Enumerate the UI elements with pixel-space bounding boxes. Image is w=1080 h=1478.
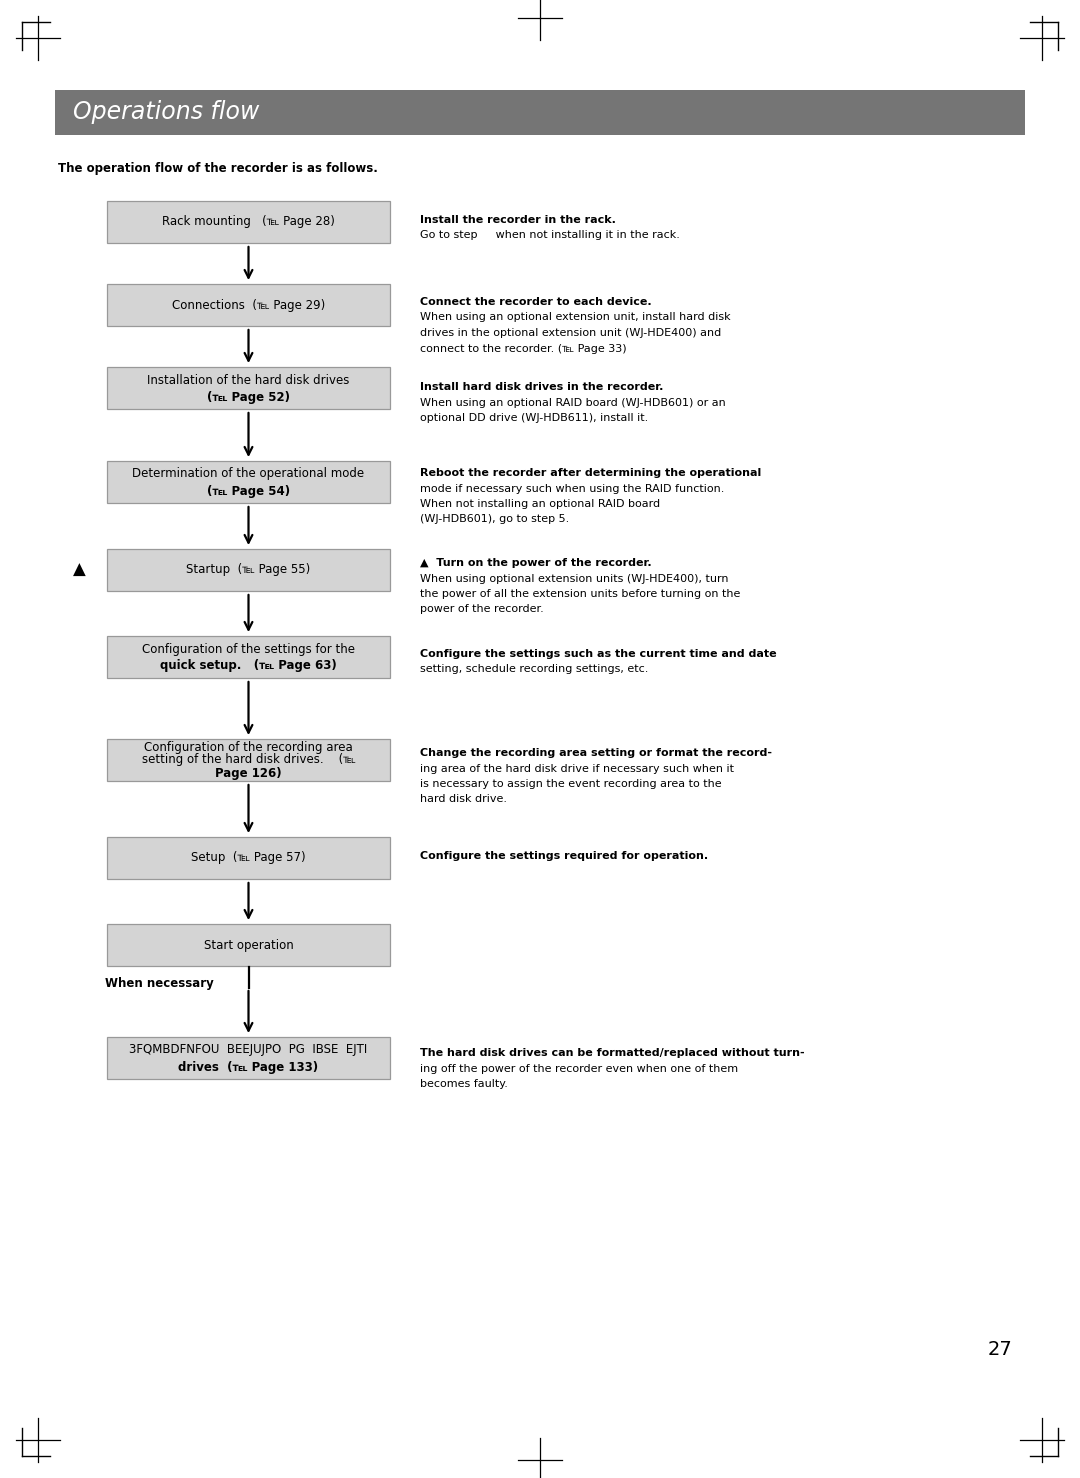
Bar xyxy=(107,924,390,967)
Bar xyxy=(107,739,390,780)
Text: quick setup.   (℡ Page 63): quick setup. (℡ Page 63) xyxy=(160,659,337,672)
Text: Change the recording area setting or format the record-: Change the recording area setting or for… xyxy=(420,748,772,758)
Text: Install the recorder in the rack.: Install the recorder in the rack. xyxy=(420,214,616,225)
Bar xyxy=(107,367,390,409)
Text: the power of all the extension units before turning on the: the power of all the extension units bef… xyxy=(420,590,741,599)
Text: The hard disk drives can be formatted/replaced without turn-: The hard disk drives can be formatted/re… xyxy=(420,1048,805,1058)
Text: drives  (℡ Page 133): drives (℡ Page 133) xyxy=(178,1061,319,1073)
Text: Start operation: Start operation xyxy=(204,939,294,952)
Bar xyxy=(107,548,390,591)
Text: (℡ Page 52): (℡ Page 52) xyxy=(207,390,291,403)
Bar xyxy=(107,636,390,678)
Text: setting of the hard disk drives.    (℡: setting of the hard disk drives. (℡ xyxy=(141,754,355,767)
Text: (WJ-HDB601), go to step 5.: (WJ-HDB601), go to step 5. xyxy=(420,514,569,525)
Text: Configuration of the recording area: Configuration of the recording area xyxy=(144,740,353,754)
Text: Configuration of the settings for the: Configuration of the settings for the xyxy=(141,643,355,656)
Text: (℡ Page 54): (℡ Page 54) xyxy=(207,485,291,498)
Text: ▲: ▲ xyxy=(72,562,85,579)
Text: The operation flow of the recorder is as follows.: The operation flow of the recorder is as… xyxy=(58,163,378,174)
Text: Determination of the operational mode: Determination of the operational mode xyxy=(133,467,365,480)
Text: hard disk drive.: hard disk drive. xyxy=(420,795,507,804)
Text: Configure the settings such as the current time and date: Configure the settings such as the curre… xyxy=(420,649,777,659)
Text: Connect the recorder to each device.: Connect the recorder to each device. xyxy=(420,297,651,307)
Text: ▲  Turn on the power of the recorder.: ▲ Turn on the power of the recorder. xyxy=(420,559,651,568)
Text: Installation of the hard disk drives: Installation of the hard disk drives xyxy=(147,374,350,387)
Text: ing off the power of the recorder even when one of them: ing off the power of the recorder even w… xyxy=(420,1064,738,1073)
Text: When necessary: When necessary xyxy=(105,977,214,990)
Bar xyxy=(55,90,1025,134)
Text: 3FQMBDFNFOU  BEEJUJPO  PG  IBSE  EJTI: 3FQMBDFNFOU BEEJUJPO PG IBSE EJTI xyxy=(130,1043,367,1057)
Text: becomes faulty.: becomes faulty. xyxy=(420,1079,508,1089)
Text: Operations flow: Operations flow xyxy=(73,101,259,124)
Text: 27: 27 xyxy=(987,1341,1012,1358)
Text: Go to step   when not installing it in the rack.: Go to step when not installing it in the… xyxy=(420,231,680,241)
Text: mode if necessary such when using the RAID function.: mode if necessary such when using the RA… xyxy=(420,483,725,494)
Text: Install hard disk drives in the recorder.: Install hard disk drives in the recorder… xyxy=(420,381,663,392)
Text: connect to the recorder. (℡ Page 33): connect to the recorder. (℡ Page 33) xyxy=(420,343,626,353)
Text: When using an optional extension unit, install hard disk: When using an optional extension unit, i… xyxy=(420,312,731,322)
Text: setting, schedule recording settings, etc.: setting, schedule recording settings, et… xyxy=(420,665,648,674)
Text: When using an optional RAID board (WJ-HDB601) or an: When using an optional RAID board (WJ-HD… xyxy=(420,398,726,408)
Text: Connections  (℡ Page 29): Connections (℡ Page 29) xyxy=(172,299,325,312)
Text: Startup  (℡ Page 55): Startup (℡ Page 55) xyxy=(187,563,311,576)
Text: Page 126): Page 126) xyxy=(215,767,282,779)
Text: power of the recorder.: power of the recorder. xyxy=(420,605,543,615)
Text: drives in the optional extension unit (WJ-HDE400) and: drives in the optional extension unit (W… xyxy=(420,328,721,338)
Text: optional DD drive (WJ-HDB611), install it.: optional DD drive (WJ-HDB611), install i… xyxy=(420,412,648,423)
Bar xyxy=(107,1038,390,1079)
Text: Configure the settings required for operation.: Configure the settings required for oper… xyxy=(420,851,708,862)
Text: ing area of the hard disk drive if necessary such when it: ing area of the hard disk drive if neces… xyxy=(420,764,734,773)
Text: When not installing an optional RAID board: When not installing an optional RAID boa… xyxy=(420,500,660,508)
Text: Rack mounting   (℡ Page 28): Rack mounting (℡ Page 28) xyxy=(162,216,335,229)
Bar xyxy=(107,284,390,327)
Text: Setup  (℡ Page 57): Setup (℡ Page 57) xyxy=(191,851,306,865)
Text: is necessary to assign the event recording area to the: is necessary to assign the event recordi… xyxy=(420,779,721,789)
Bar xyxy=(107,461,390,503)
Bar xyxy=(107,837,390,879)
Bar xyxy=(107,201,390,242)
Text: When using optional extension units (WJ-HDE400), turn: When using optional extension units (WJ-… xyxy=(420,573,729,584)
Text: Reboot the recorder after determining the operational: Reboot the recorder after determining th… xyxy=(420,469,761,477)
